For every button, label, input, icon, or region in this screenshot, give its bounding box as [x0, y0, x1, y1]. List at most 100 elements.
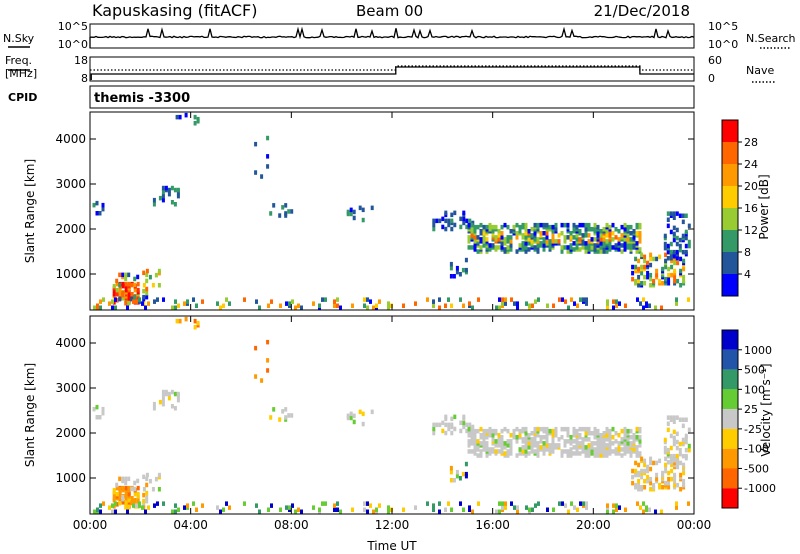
power-cell [681, 219, 685, 225]
power-cell [157, 268, 161, 274]
power-cell [684, 243, 688, 249]
power-cell [458, 272, 462, 277]
velocity-cell [539, 435, 543, 440]
velocity-cell [130, 486, 134, 492]
velocity-cell [102, 501, 105, 506]
power-cell [640, 270, 644, 276]
power-cell [572, 235, 576, 240]
velocity-cell [560, 426, 564, 432]
velocity-cell [444, 422, 448, 428]
velocity-cell [560, 435, 564, 440]
velocity-cell [666, 415, 670, 420]
velocity-cell [186, 503, 189, 508]
velocity-cell [145, 476, 149, 482]
velocity-cell [676, 464, 680, 470]
power-cell [531, 303, 534, 308]
velocity-cell [157, 472, 161, 478]
power-cell [300, 305, 303, 310]
power-cell [643, 281, 647, 286]
power-cell [667, 272, 671, 278]
velocity-cell [485, 441, 489, 446]
velocity-cell [667, 480, 671, 486]
power-cell [617, 229, 621, 234]
velocity-cell [503, 426, 507, 432]
velocity-cell [682, 470, 686, 476]
power-cell [608, 231, 612, 236]
velocity-cell [121, 476, 125, 482]
velocity-cell [575, 437, 579, 442]
velocity-cell [114, 501, 117, 506]
velocity-cell [133, 498, 137, 504]
velocity-cell [623, 445, 627, 450]
colorbar-tick-label: -500 [744, 462, 769, 475]
velocity-cell [560, 449, 564, 454]
power-cell [626, 243, 630, 248]
velocity-cell [620, 453, 624, 458]
power-cell [585, 297, 588, 302]
power-cell [476, 235, 480, 240]
power-cell [675, 249, 679, 255]
power-cell [470, 245, 474, 250]
velocity-cell [118, 496, 122, 501]
power-cell [482, 235, 486, 240]
velocity-cell [581, 437, 585, 442]
power-cell [173, 202, 177, 207]
velocity-cell [136, 491, 140, 497]
velocity-cell [664, 462, 668, 468]
velocity-cell [133, 486, 137, 492]
velocity-cell [637, 482, 641, 488]
power-cell [482, 231, 486, 236]
velocity-cell [269, 415, 273, 420]
velocity-cell [566, 449, 570, 454]
velocity-cell [470, 433, 474, 438]
power-cell [655, 256, 659, 262]
x-tick-label: 00:00 [73, 518, 108, 532]
power-cell [521, 222, 525, 228]
colorbar-tick-label: -25 [744, 423, 762, 436]
velocity-cell [504, 505, 507, 510]
power-cell [349, 207, 353, 213]
power-cell [138, 297, 141, 302]
velocity-cell [530, 437, 534, 442]
velocity-cell [602, 441, 606, 446]
power-cell [642, 297, 645, 302]
velocity-cell [642, 509, 645, 514]
power-cell [178, 114, 182, 120]
power-cell [142, 283, 146, 288]
velocity-cell [441, 420, 445, 426]
power-cell [515, 231, 519, 236]
velocity-cell [504, 501, 507, 506]
power-cell [447, 222, 451, 228]
velocity-cell [542, 426, 546, 432]
power-cell [177, 303, 180, 308]
velocity-cell [587, 443, 591, 448]
velocity-cell [626, 447, 630, 452]
velocity-cell [645, 505, 648, 510]
velocity-cell [351, 507, 354, 512]
velocity-cell [669, 458, 673, 463]
velocity-cell [528, 507, 531, 512]
power-cell [294, 305, 297, 310]
colorbar-swatch [722, 389, 738, 410]
velocity-cell [95, 404, 99, 410]
power-cell [164, 185, 168, 191]
velocity-cell [145, 498, 149, 504]
power-cell [669, 211, 673, 216]
power-cell [634, 278, 638, 284]
velocity-cell [681, 423, 685, 429]
power-cell [536, 243, 540, 248]
velocity-cell [669, 453, 673, 459]
velocity-cell [468, 422, 472, 428]
velocity-cell [447, 426, 451, 432]
colorbar-swatch [722, 448, 738, 469]
velocity-cell [375, 507, 378, 512]
power-cell [608, 245, 612, 250]
velocity-cell [623, 441, 627, 446]
power-cell [512, 224, 516, 230]
power-cell [626, 237, 630, 242]
velocity-cell [684, 453, 688, 459]
power-cell [500, 241, 504, 246]
velocity-cell [635, 426, 639, 432]
velocity-cell [500, 445, 504, 450]
velocity-cell [453, 414, 457, 420]
